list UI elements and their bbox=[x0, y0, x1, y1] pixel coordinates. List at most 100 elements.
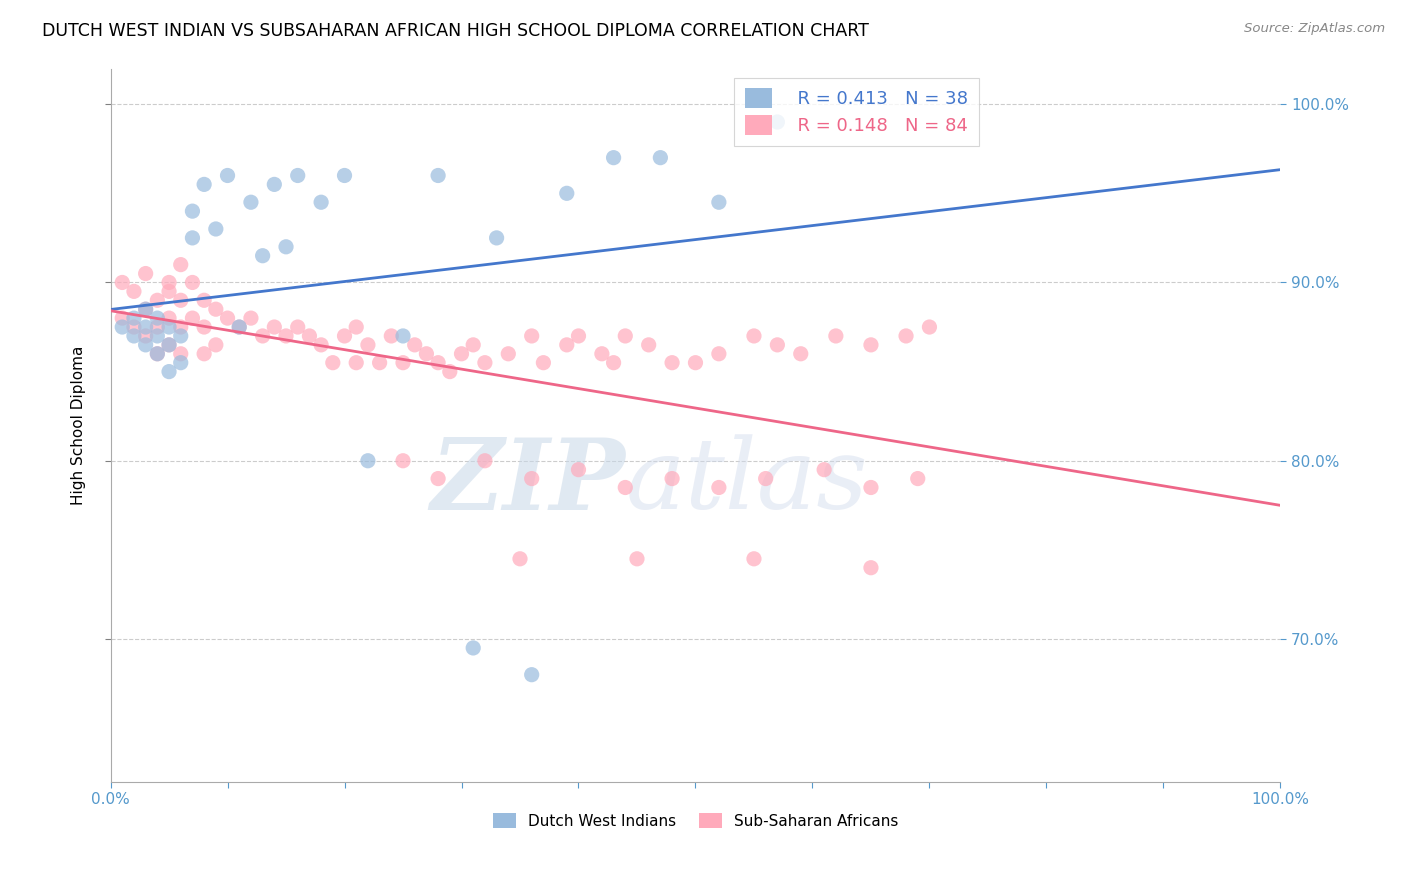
Point bbox=[614, 329, 637, 343]
Point bbox=[555, 186, 578, 201]
Point bbox=[626, 551, 648, 566]
Point bbox=[146, 320, 169, 334]
Point bbox=[567, 463, 589, 477]
Text: Source: ZipAtlas.com: Source: ZipAtlas.com bbox=[1244, 22, 1385, 36]
Point bbox=[170, 293, 193, 308]
Point bbox=[392, 454, 415, 468]
Point bbox=[415, 347, 437, 361]
Point bbox=[252, 249, 274, 263]
Point bbox=[742, 551, 765, 566]
Point bbox=[193, 347, 215, 361]
Point bbox=[555, 338, 578, 352]
Point bbox=[122, 285, 145, 299]
Point bbox=[205, 222, 228, 236]
Point bbox=[450, 347, 472, 361]
Point bbox=[755, 472, 778, 486]
Legend: Dutch West Indians, Sub-Saharan Africans: Dutch West Indians, Sub-Saharan Africans bbox=[486, 806, 904, 835]
Point bbox=[531, 356, 554, 370]
Point bbox=[685, 356, 707, 370]
Point bbox=[602, 356, 624, 370]
Point bbox=[463, 640, 485, 655]
Point bbox=[520, 329, 543, 343]
Point bbox=[170, 329, 193, 343]
Point bbox=[474, 454, 496, 468]
Point bbox=[135, 267, 157, 281]
Point bbox=[790, 347, 813, 361]
Text: atlas: atlas bbox=[626, 434, 868, 530]
Point bbox=[135, 329, 157, 343]
Point bbox=[135, 320, 157, 334]
Point bbox=[157, 311, 180, 326]
Text: DUTCH WEST INDIAN VS SUBSAHARAN AFRICAN HIGH SCHOOL DIPLOMA CORRELATION CHART: DUTCH WEST INDIAN VS SUBSAHARAN AFRICAN … bbox=[42, 22, 869, 40]
Point bbox=[427, 169, 450, 183]
Point bbox=[181, 231, 204, 245]
Point bbox=[824, 329, 846, 343]
Point bbox=[591, 347, 613, 361]
Point bbox=[309, 338, 332, 352]
Point bbox=[707, 195, 730, 210]
Point bbox=[157, 338, 180, 352]
Point bbox=[650, 151, 672, 165]
Point bbox=[368, 356, 391, 370]
Point bbox=[357, 338, 380, 352]
Point bbox=[392, 329, 415, 343]
Point bbox=[274, 240, 297, 254]
Point bbox=[485, 231, 508, 245]
Point bbox=[111, 311, 134, 326]
Point bbox=[287, 169, 309, 183]
Point bbox=[170, 347, 193, 361]
Point bbox=[766, 338, 789, 352]
Text: ZIP: ZIP bbox=[430, 434, 626, 531]
Point bbox=[111, 320, 134, 334]
Point bbox=[392, 356, 415, 370]
Point bbox=[157, 276, 180, 290]
Point bbox=[157, 338, 180, 352]
Point bbox=[181, 204, 204, 219]
Point bbox=[239, 195, 262, 210]
Point bbox=[146, 347, 169, 361]
Point bbox=[217, 169, 239, 183]
Point bbox=[637, 338, 659, 352]
Point bbox=[661, 472, 683, 486]
Point bbox=[907, 472, 929, 486]
Point bbox=[146, 293, 169, 308]
Point bbox=[707, 481, 730, 495]
Point bbox=[122, 311, 145, 326]
Point bbox=[263, 320, 285, 334]
Point bbox=[252, 329, 274, 343]
Point bbox=[918, 320, 941, 334]
Point bbox=[380, 329, 402, 343]
Point bbox=[193, 320, 215, 334]
Y-axis label: High School Diploma: High School Diploma bbox=[72, 345, 86, 505]
Point bbox=[427, 356, 450, 370]
Point bbox=[567, 329, 589, 343]
Point bbox=[217, 311, 239, 326]
Point bbox=[111, 276, 134, 290]
Point bbox=[146, 329, 169, 343]
Point bbox=[146, 311, 169, 326]
Point bbox=[170, 320, 193, 334]
Point bbox=[439, 365, 461, 379]
Point bbox=[333, 169, 356, 183]
Point bbox=[859, 560, 882, 574]
Point bbox=[509, 551, 531, 566]
Point bbox=[859, 481, 882, 495]
Point bbox=[181, 311, 204, 326]
Point bbox=[181, 276, 204, 290]
Point bbox=[614, 481, 637, 495]
Point bbox=[263, 178, 285, 192]
Point bbox=[146, 347, 169, 361]
Point bbox=[344, 356, 367, 370]
Point bbox=[520, 472, 543, 486]
Point bbox=[228, 320, 250, 334]
Point bbox=[274, 329, 297, 343]
Point bbox=[766, 115, 789, 129]
Point bbox=[813, 463, 835, 477]
Point bbox=[135, 302, 157, 317]
Point bbox=[135, 302, 157, 317]
Point bbox=[205, 302, 228, 317]
Point bbox=[157, 320, 180, 334]
Point bbox=[170, 258, 193, 272]
Point bbox=[298, 329, 321, 343]
Point bbox=[404, 338, 426, 352]
